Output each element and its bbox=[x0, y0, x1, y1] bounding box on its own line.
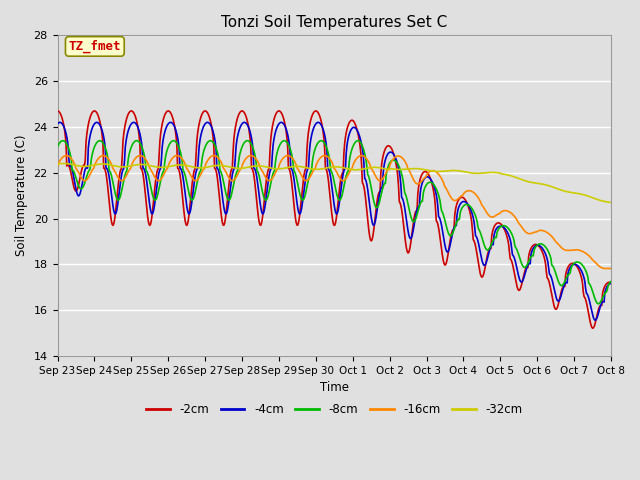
Legend: -2cm, -4cm, -8cm, -16cm, -32cm: -2cm, -4cm, -8cm, -16cm, -32cm bbox=[141, 398, 527, 420]
Title: Tonzi Soil Temperatures Set C: Tonzi Soil Temperatures Set C bbox=[221, 15, 447, 30]
Text: TZ_fmet: TZ_fmet bbox=[68, 40, 121, 53]
X-axis label: Time: Time bbox=[320, 381, 349, 394]
Y-axis label: Soil Temperature (C): Soil Temperature (C) bbox=[15, 135, 28, 256]
